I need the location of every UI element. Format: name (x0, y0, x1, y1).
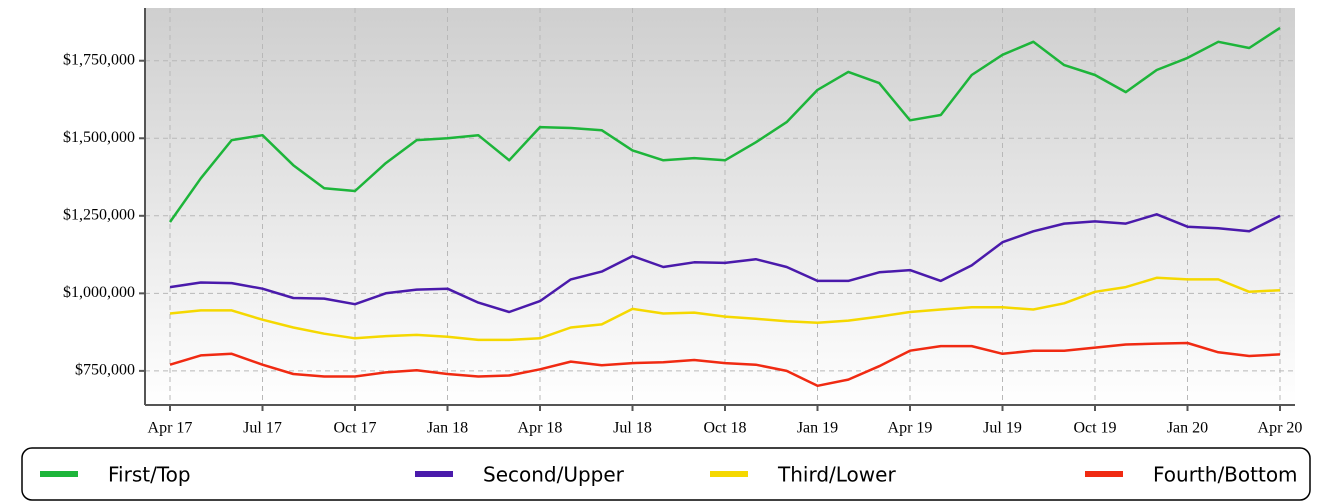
y-tick-label: $1,750,000 (63, 51, 135, 68)
legend-label: Third/Lower (777, 463, 896, 487)
x-tick-label: Apr 20 (1258, 420, 1303, 437)
series-line (168, 26, 1281, 223)
x-tick-label: Jul 17 (243, 420, 282, 437)
x-tick-label: Jul 19 (983, 420, 1022, 437)
legend-label: Second/Upper (483, 463, 625, 487)
plot-area (145, 8, 1295, 405)
x-tick-label: Jul 18 (613, 420, 652, 437)
x-tick-label: Apr 19 (888, 420, 933, 437)
x-tick-label: Oct 19 (1073, 420, 1116, 437)
x-tick-label: Jan 19 (797, 420, 838, 437)
x-tick-label: Jan 20 (1167, 420, 1208, 437)
x-tick-label: Oct 18 (703, 420, 746, 437)
x-tick-label: Jan 18 (427, 420, 468, 437)
legend-box (21, 447, 1311, 501)
x-tick-label: Apr 17 (148, 420, 193, 437)
y-tick-label: $750,000 (75, 362, 135, 379)
x-tick-label: Apr 18 (518, 420, 563, 437)
y-tick-label: $1,250,000 (63, 206, 135, 223)
legend-label: Fourth/Bottom (1153, 463, 1298, 487)
series-line (169, 276, 1281, 342)
series-line (169, 341, 1281, 388)
y-tick-label: $1,500,000 (63, 129, 135, 146)
y-tick-label: $1,000,000 (63, 284, 135, 301)
series-line (169, 213, 1281, 314)
legend-label: First/Top (108, 463, 191, 487)
x-tick-label: Oct 17 (333, 420, 376, 437)
